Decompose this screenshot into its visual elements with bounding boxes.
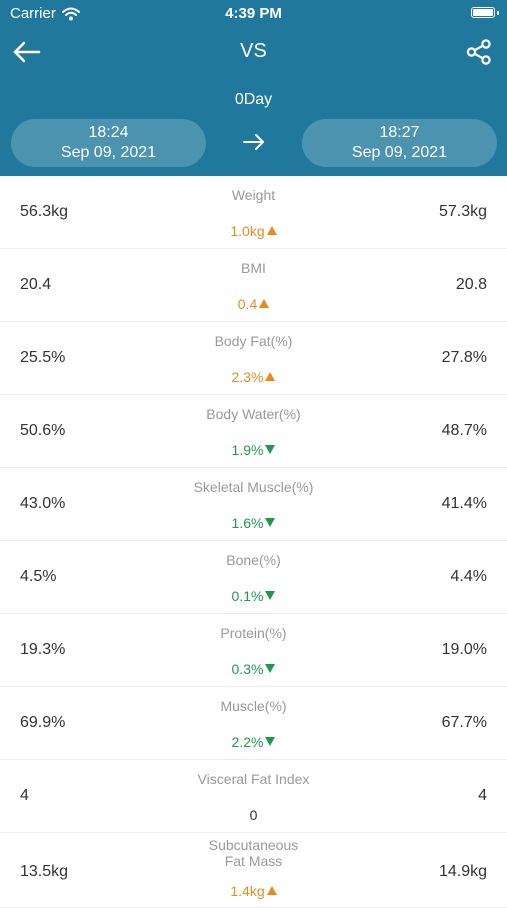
metric-label: Protein(%) <box>220 625 287 641</box>
metric-start-value: 43.0% <box>20 495 66 512</box>
metric-change-value: 1.9% <box>231 442 264 458</box>
metric-change: 2.3% <box>150 369 357 385</box>
metric-end-value: 14.9kg <box>438 863 487 880</box>
end-time: 18:27 <box>379 124 420 141</box>
start-date-selector[interactable]: 18:24 Sep 09, 2021 <box>11 119 206 167</box>
metric-change: 1.9% <box>150 442 357 458</box>
metric-change-value: 1.0kg <box>230 223 265 239</box>
metric-start-value: 50.6% <box>20 422 66 439</box>
metric-change-value: 2.2% <box>231 734 264 750</box>
metric-start-value: 20.4 <box>20 276 52 293</box>
triangle-down-icon <box>265 664 276 673</box>
triangle-up-icon <box>259 299 270 308</box>
triangle-down-icon <box>265 518 276 527</box>
triangle-down-icon <box>265 737 276 746</box>
carrier: Carrier <box>10 5 80 22</box>
arrow-right-icon <box>243 134 264 150</box>
page-title: VS <box>240 40 267 62</box>
back-button[interactable] <box>12 38 42 66</box>
metric-row: 56.3kg Weight 1.0kg 57.3kg <box>0 176 507 249</box>
metric-change: 2.2% <box>150 734 357 750</box>
metric-label: Body Water(%) <box>206 406 301 422</box>
metric-label: Bone(%) <box>226 552 281 568</box>
metric-change: 1.0kg <box>150 223 357 239</box>
metric-row: 13.5kg Subcutaneous Fat Mass 1.4kg 14.9kg <box>0 833 507 908</box>
days-between: 0Day <box>234 91 273 108</box>
metric-change: 0.1% <box>150 588 357 604</box>
metrics-list: 56.3kg Weight 1.0kg 57.3kg 20.4 BMI 0.4 20.8 25.… <box>0 176 507 908</box>
metric-row: 4.5% Bone(%) 0.1% 4.4% <box>0 541 507 614</box>
metric-row: 20.4 BMI 0.4 20.8 <box>0 249 507 322</box>
status-bar: Carrier 4:39 PM <box>0 0 507 28</box>
metric-start-value: 4.5% <box>20 568 57 585</box>
metric-row: 50.6% Body Water(%) 1.9% 48.7% <box>0 395 507 468</box>
metric-start-value: 69.9% <box>20 714 66 731</box>
header: Carrier 4:39 PM VS <box>0 0 507 176</box>
end-date-selector[interactable]: 18:27 Sep 09, 2021 <box>302 119 497 167</box>
metric-row: 43.0% Skeletal Muscle(%) 1.6% 41.4% <box>0 468 507 541</box>
metric-change-value: 1.6% <box>231 515 264 531</box>
metric-row: 19.3% Protein(%) 0.3% 19.0% <box>0 614 507 687</box>
share-icon <box>466 39 491 65</box>
start-time: 18:24 <box>88 124 129 141</box>
metric-label: Muscle(%) <box>220 698 287 714</box>
metric-start-value: 56.3kg <box>20 203 69 220</box>
nav-bar: VS <box>0 30 507 74</box>
end-date: Sep 09, 2021 <box>351 144 448 161</box>
triangle-up-icon <box>266 226 277 235</box>
metric-label: Body Fat(%) <box>214 333 293 349</box>
start-date: Sep 09, 2021 <box>60 144 157 161</box>
metric-start-value: 25.5% <box>20 349 66 366</box>
metric-label: Weight <box>231 187 276 203</box>
metric-end-value: 27.8% <box>441 349 487 366</box>
metric-change: 0 <box>150 807 357 823</box>
battery-icon <box>471 7 495 18</box>
metric-end-value: 4.4% <box>450 568 487 585</box>
triangle-up-icon <box>265 372 276 381</box>
metric-change: 1.6% <box>150 515 357 531</box>
metric-end-value: 48.7% <box>441 422 487 439</box>
metric-change-value: 0 <box>249 807 258 823</box>
metric-label: Subcutaneous Fat Mass <box>208 837 299 869</box>
metric-change: 0.3% <box>150 661 357 677</box>
metric-row: 4 Visceral Fat Index 0 4 <box>0 760 507 833</box>
share-button[interactable] <box>465 38 493 66</box>
arrow-left-icon <box>13 41 41 63</box>
status-time: 4:39 PM <box>225 5 282 22</box>
metric-change-value: 0.3% <box>231 661 264 677</box>
metric-end-value: 20.8 <box>455 276 487 293</box>
metric-start-value: 19.3% <box>20 641 66 658</box>
metric-change-value: 0.4 <box>237 296 258 312</box>
battery-tip <box>497 11 499 15</box>
triangle-up-icon <box>266 886 277 895</box>
metric-change: 1.4kg <box>150 883 357 899</box>
carrier-label: Carrier <box>10 5 56 22</box>
metric-end-value: 67.7% <box>441 714 487 731</box>
metric-change-value: 0.1% <box>231 588 264 604</box>
metric-start-value: 13.5kg <box>20 863 69 880</box>
metric-label: Skeletal Muscle(%) <box>193 479 314 495</box>
metric-change-value: 2.3% <box>231 369 264 385</box>
triangle-down-icon <box>265 445 276 454</box>
metric-label: Visceral Fat Index <box>197 771 310 787</box>
metric-change: 0.4 <box>150 296 357 312</box>
metric-end-value: 41.4% <box>441 495 487 512</box>
metric-row: 25.5% Body Fat(%) 2.3% 27.8% <box>0 322 507 395</box>
metric-end-value: 19.0% <box>441 641 487 658</box>
metric-end-value: 57.3kg <box>438 203 487 220</box>
metric-label: BMI <box>241 260 266 276</box>
metric-start-value: 4 <box>20 787 29 804</box>
triangle-down-icon <box>265 591 276 600</box>
metric-row: 69.9% Muscle(%) 2.2% 67.7% <box>0 687 507 760</box>
metric-change-value: 1.4kg <box>230 883 265 899</box>
wifi-icon <box>61 7 80 20</box>
metric-end-value: 4 <box>478 787 487 804</box>
